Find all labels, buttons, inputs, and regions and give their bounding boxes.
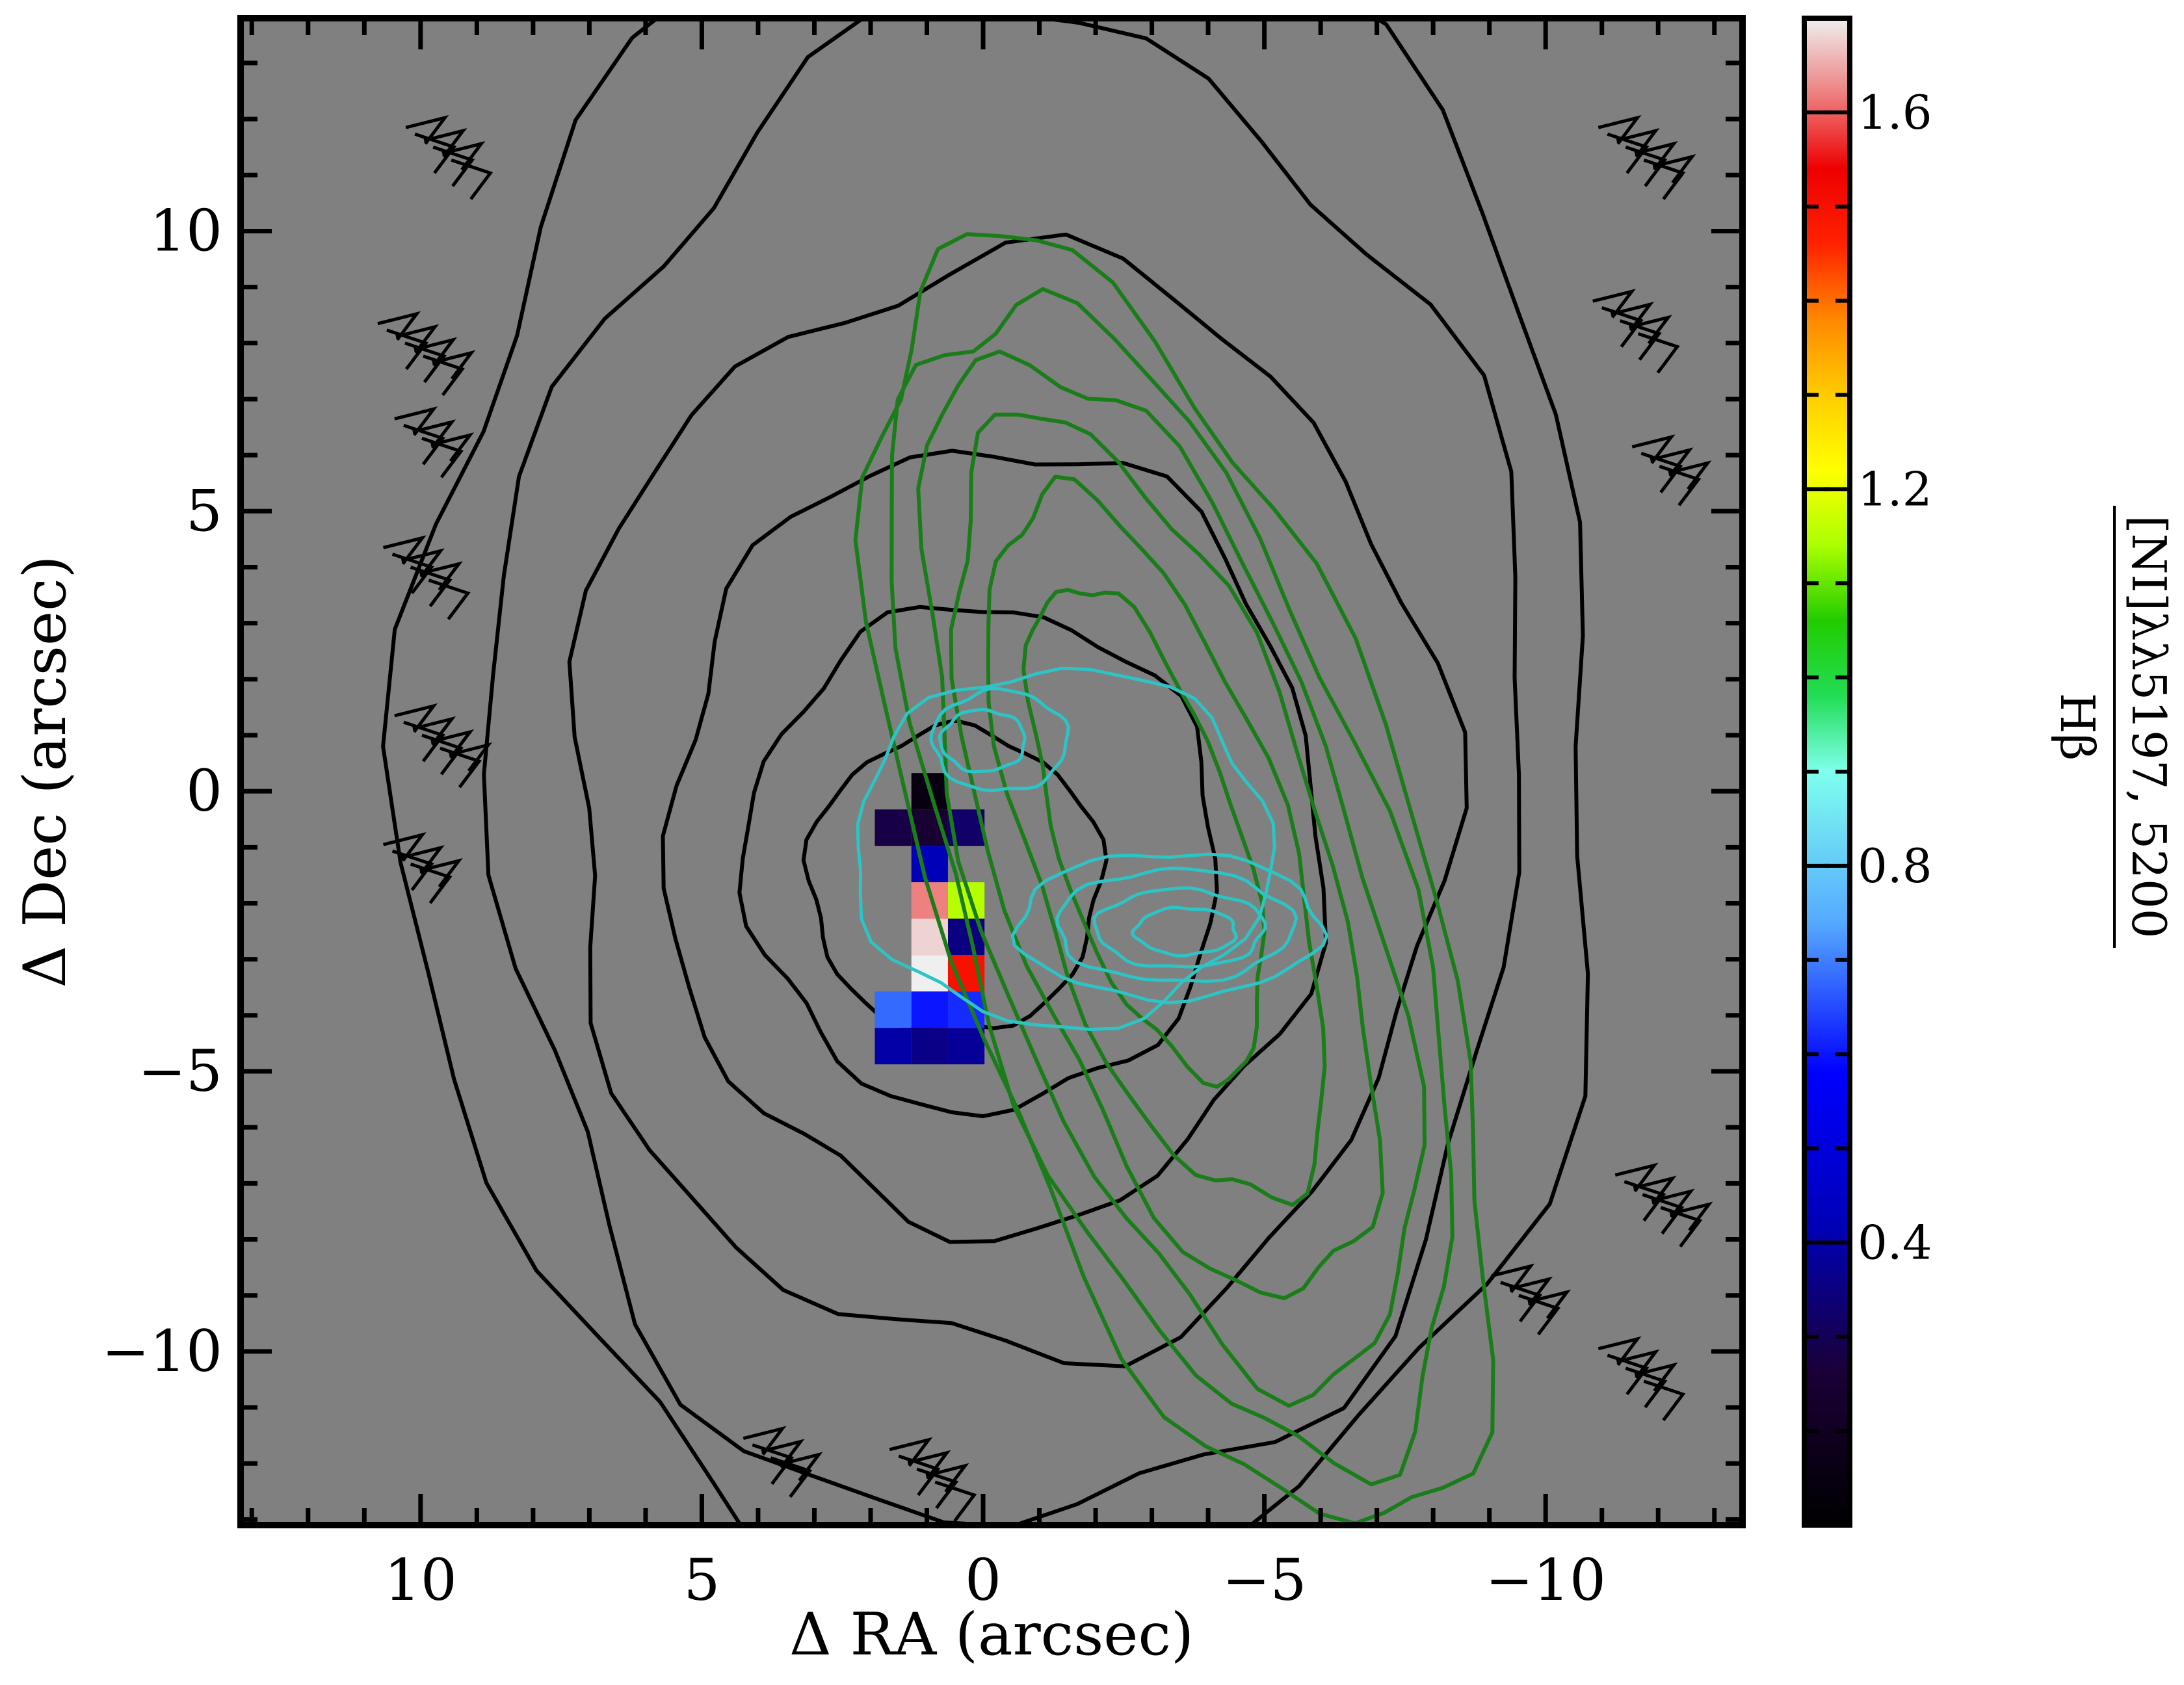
axis-tick-labels: 10 5 0 −5 −10 10 5 0 −5 −10 — [101, 197, 1606, 1613]
colorbar-tick-label: 0.4 — [1858, 1215, 1932, 1270]
colorbar-title-numerator: [NI]λλ5197, 5200 — [2122, 515, 2176, 938]
y-tick-label: 5 — [186, 477, 222, 544]
noise-contour — [1598, 1336, 1686, 1422]
ratio-map-pixel — [911, 955, 948, 992]
cyan-contour — [856, 666, 1276, 1031]
green-contour — [916, 349, 1427, 1408]
noise-contour — [382, 535, 471, 620]
noise-contour — [405, 115, 493, 200]
noise-contour — [394, 406, 475, 478]
noise-contour-fragments — [377, 115, 1713, 1522]
noise-contour — [382, 832, 463, 904]
noise-contour — [1491, 1263, 1572, 1336]
y-tick-label: 10 — [150, 197, 222, 264]
black-contour — [661, 449, 1328, 1244]
noise-contour — [394, 703, 493, 789]
x-tick-label: −10 — [1485, 1547, 1606, 1613]
cyan-contour — [1092, 886, 1267, 969]
noise-contour — [1592, 289, 1680, 374]
cyan-contours — [856, 666, 1329, 1031]
green-contour — [1021, 588, 1267, 1089]
black-contour — [482, 18, 1521, 1525]
green-contour — [889, 287, 1454, 1487]
ratio-map-pixel — [875, 809, 912, 846]
ratio-map-pixel — [911, 1028, 948, 1065]
black-contours — [381, 18, 1590, 1525]
x-tick-label: 10 — [384, 1547, 457, 1613]
noise-contour — [743, 1426, 823, 1498]
ratio-map-pixel — [875, 1028, 912, 1065]
colorbar-title-denominator: Hβ — [2050, 693, 2105, 761]
noise-contour — [1598, 115, 1696, 200]
noise-contour — [889, 1437, 977, 1522]
ratio-map-pixel — [911, 991, 948, 1028]
green-contours — [853, 232, 1495, 1525]
cyan-contour — [1010, 852, 1329, 1005]
axis-ticks — [241, 18, 1743, 1525]
y-tick-label: −10 — [101, 1318, 222, 1385]
colorbar-ticks: 0.4 0.8 1.2 1.6 — [1804, 16, 1932, 1527]
ratio-map-pixel — [947, 1028, 985, 1065]
green-contour — [986, 475, 1327, 1207]
x-tick-label: 5 — [683, 1547, 720, 1613]
y-tick-label: −5 — [138, 1038, 222, 1104]
y-axis-label: Δ Dec (arcsec) — [11, 555, 79, 987]
colorbar-tick-label: 1.2 — [1858, 462, 1932, 516]
cyan-contour — [1055, 867, 1298, 983]
noise-contour — [1614, 1162, 1713, 1248]
cyan-contour — [1131, 906, 1238, 958]
colorbar-tick-label: 0.8 — [1858, 839, 1932, 893]
ratio-map-pixel — [875, 991, 912, 1028]
noise-contour — [1631, 434, 1712, 506]
plot-area: 10 5 0 −5 −10 10 5 0 −5 −10 — [101, 15, 1746, 1613]
green-contour — [853, 232, 1495, 1525]
x-tick-label: −5 — [1222, 1547, 1307, 1613]
y-tick-label: 0 — [186, 757, 222, 824]
colorbar-tick-label: 1.6 — [1858, 85, 1932, 140]
colorbar-title: [NI]λλ5197, 5200 Hβ — [2050, 506, 2176, 948]
black-contour — [381, 18, 1590, 1525]
colorbar: 0.4 0.8 1.2 1.6 [NI]λλ5197, 5200 Hβ — [1802, 16, 2176, 1528]
green-contour — [949, 412, 1385, 1301]
x-tick-label: 0 — [965, 1547, 1001, 1613]
cyan-contour — [929, 686, 1070, 792]
black-contour — [737, 605, 1219, 1119]
cyan-contour — [938, 707, 1027, 774]
noise-contour — [377, 311, 476, 397]
black-contour — [567, 232, 1469, 1368]
x-axis-label: Δ RA (arcsec) — [789, 1600, 1194, 1669]
plot-frame — [237, 15, 1746, 1528]
